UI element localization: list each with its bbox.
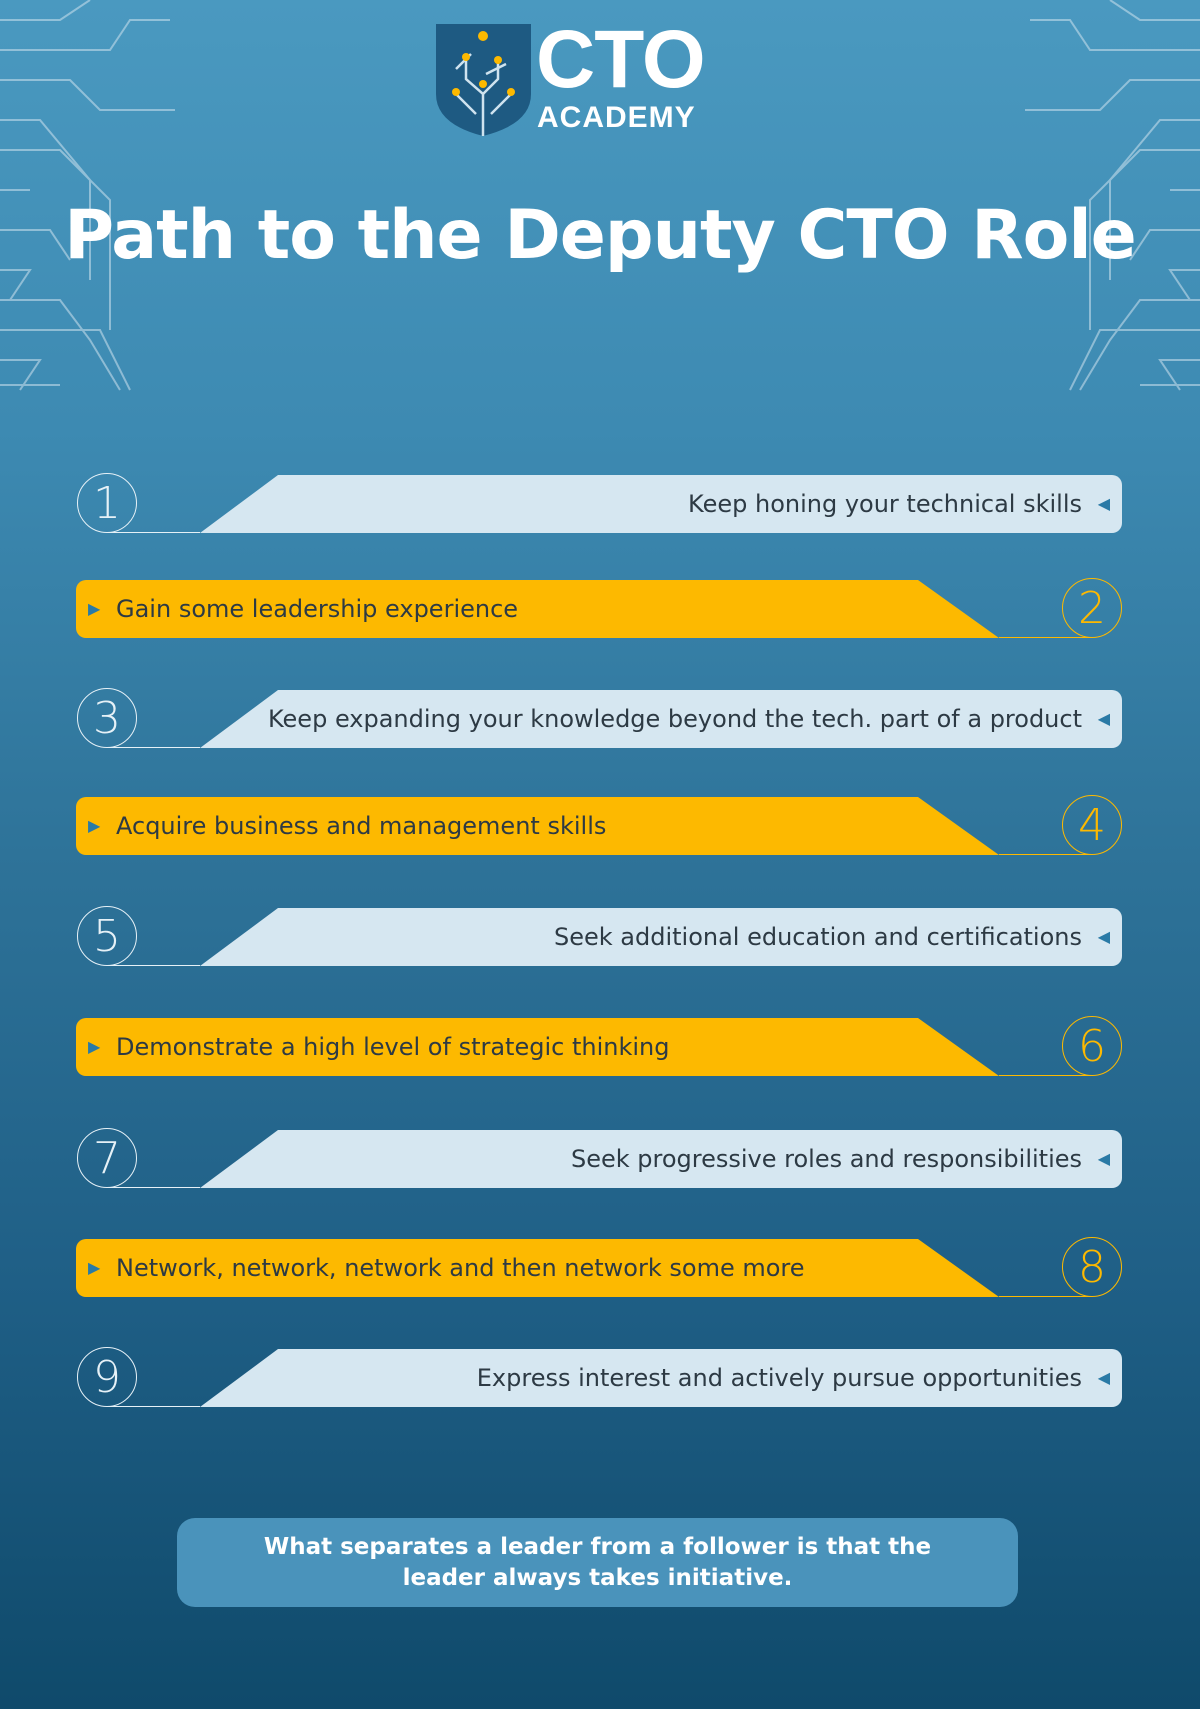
step-bar <box>76 580 999 638</box>
circuit-decoration-right <box>1025 0 1200 391</box>
arrow-right-icon: ▶ <box>88 1258 101 1277</box>
step-text: Seek additional education and certificat… <box>553 923 1082 951</box>
step-bar <box>200 1349 1122 1407</box>
step-row-3: 3 ◀ Keep expanding your knowledge beyond… <box>76 688 1122 748</box>
arrow-left-icon: ◀ <box>1097 927 1110 946</box>
arrow-right-icon: ▶ <box>88 599 101 618</box>
step-number-circle: 6 <box>1062 1016 1122 1076</box>
step-row-1: 1 ◀ Keep honing your technical skills <box>76 473 1122 533</box>
step-bar <box>200 1130 1122 1188</box>
cto-academy-logo: CTO ACADEMY <box>436 14 736 136</box>
page-title: Path to the Deputy CTO Role <box>64 196 1137 275</box>
step-bar <box>200 475 1122 533</box>
arrow-left-icon: ◀ <box>1097 494 1110 513</box>
step-text: Network, network, network and then netwo… <box>116 1254 805 1282</box>
step-bar <box>200 690 1122 748</box>
quote-box: What separates a leader from a follower … <box>177 1518 1018 1607</box>
step-number-circle: 9 <box>77 1347 137 1407</box>
step-text: Acquire business and management skills <box>116 812 607 840</box>
step-row-7: 7 ◀ Seek progressive roles and responsib… <box>76 1128 1122 1188</box>
step-bar <box>200 908 1122 966</box>
logo-text-academy: ACADEMY <box>537 101 696 134</box>
step-bar <box>76 1239 999 1297</box>
shield-circuit-icon <box>436 24 531 136</box>
step-number-circle: 3 <box>77 688 137 748</box>
step-bar <box>76 1018 999 1076</box>
step-underline <box>107 1405 200 1407</box>
step-underline <box>107 531 200 533</box>
step-row-5: 5 ◀ Seek additional education and certif… <box>76 906 1122 966</box>
step-underline <box>107 746 200 748</box>
arrow-left-icon: ◀ <box>1097 1368 1110 1387</box>
step-text: Keep expanding your knowledge beyond the… <box>268 705 1082 733</box>
step-number-circle: 1 <box>77 473 137 533</box>
step-bar <box>76 797 999 855</box>
step-number-circle: 8 <box>1062 1237 1122 1297</box>
step-number-circle: 4 <box>1062 795 1122 855</box>
step-text: Demonstrate a high level of strategic th… <box>116 1033 670 1061</box>
step-underline <box>999 636 1092 638</box>
arrow-left-icon: ◀ <box>1097 709 1110 728</box>
step-row-8: 8 ▶ Network, network, network and then n… <box>76 1237 1122 1297</box>
step-underline <box>999 853 1092 855</box>
step-underline <box>999 1074 1092 1076</box>
step-text: Express interest and actively pursue opp… <box>476 1364 1082 1392</box>
step-number-circle: 5 <box>77 906 137 966</box>
step-number-circle: 2 <box>1062 578 1122 638</box>
logo-text-cto: CTO <box>536 14 706 105</box>
step-row-9: 9 ◀ Express interest and actively pursue… <box>76 1347 1122 1407</box>
step-row-4: 4 ▶ Acquire business and management skil… <box>76 795 1122 855</box>
quote-text: What separates a leader from a follower … <box>263 1533 932 1591</box>
circuit-decoration-left <box>0 0 175 391</box>
step-text: Keep honing your technical skills <box>688 490 1082 518</box>
step-underline <box>107 1186 200 1188</box>
step-underline <box>107 964 200 966</box>
arrow-right-icon: ▶ <box>88 816 101 835</box>
step-underline <box>999 1295 1092 1297</box>
step-row-2: 2 ▶ Gain some leadership experience <box>76 578 1122 638</box>
step-text: Gain some leadership experience <box>116 595 519 623</box>
arrow-right-icon: ▶ <box>88 1037 101 1056</box>
arrow-left-icon: ◀ <box>1097 1149 1110 1168</box>
step-text: Seek progressive roles and responsibilit… <box>570 1145 1082 1173</box>
step-row-6: 6 ▶ Demonstrate a high level of strategi… <box>76 1016 1122 1076</box>
step-number-circle: 7 <box>77 1128 137 1188</box>
